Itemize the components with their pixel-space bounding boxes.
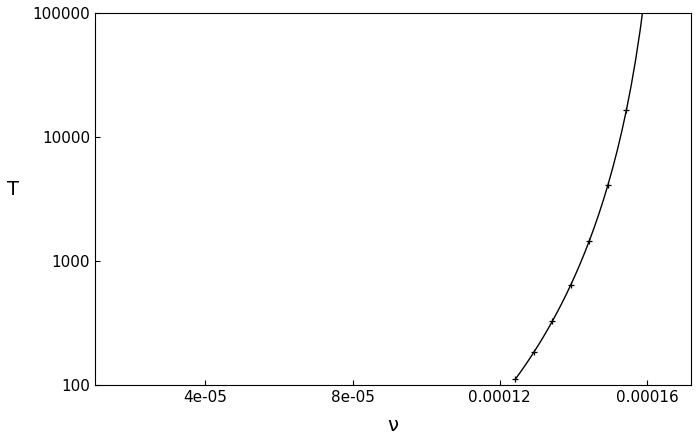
X-axis label: ν: ν (387, 416, 399, 435)
Y-axis label: T: T (7, 180, 19, 199)
